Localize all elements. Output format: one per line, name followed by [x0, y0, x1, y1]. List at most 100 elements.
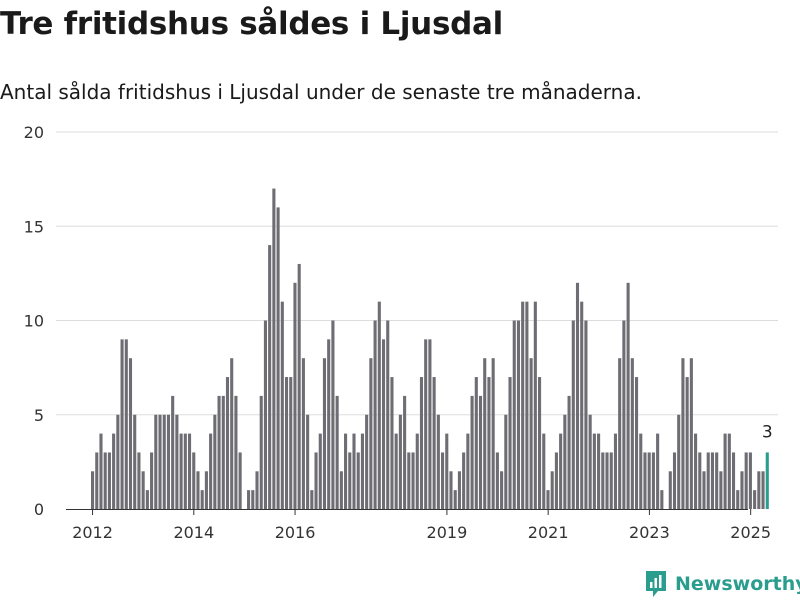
bar [618, 358, 622, 509]
bar [554, 452, 558, 509]
y-tick-label: 5 [34, 406, 44, 425]
bar [128, 358, 133, 509]
bar [601, 452, 605, 509]
bar [268, 245, 272, 509]
bar [99, 433, 103, 509]
bar [533, 301, 537, 509]
bar [736, 490, 740, 509]
bar [698, 452, 702, 509]
bar [715, 452, 719, 509]
bar [381, 339, 386, 509]
bar [478, 395, 483, 509]
bar [204, 471, 208, 509]
bar [238, 452, 242, 509]
bar [327, 339, 331, 509]
bar [483, 358, 487, 509]
bar [647, 452, 651, 509]
bar [453, 490, 457, 509]
bar [297, 263, 301, 509]
bar [331, 320, 335, 509]
bar [660, 490, 664, 509]
bar [495, 452, 499, 509]
bar [445, 433, 449, 509]
bar [318, 433, 322, 509]
bar [740, 471, 744, 509]
bar [280, 301, 284, 509]
bar [162, 414, 166, 509]
bar [154, 414, 158, 509]
bar [95, 452, 99, 509]
bar [356, 452, 360, 509]
bar [137, 452, 141, 509]
bar [158, 414, 162, 509]
bar [171, 395, 175, 509]
y-tick-label: 10 [24, 312, 44, 331]
bar [255, 471, 259, 509]
bar [622, 320, 626, 509]
x-tick-label: 2021 [528, 523, 569, 542]
bar [145, 490, 149, 509]
bar [407, 452, 411, 509]
x-tick-label: 2025 [730, 523, 771, 542]
bar [335, 395, 339, 509]
bar [192, 452, 196, 509]
bar [508, 377, 512, 509]
x-tick-label: 2023 [629, 523, 670, 542]
newsworthy-logo: Newsworthy [644, 569, 800, 599]
bar [613, 433, 618, 509]
bar [348, 452, 352, 509]
bar [234, 395, 238, 509]
bar [179, 433, 183, 509]
bar [428, 339, 432, 509]
bar [251, 490, 255, 509]
bar [120, 339, 124, 509]
bar [719, 471, 723, 509]
bar [462, 452, 466, 509]
bar [209, 433, 213, 509]
x-tick-label: 2012 [72, 523, 113, 542]
bar [487, 377, 491, 509]
bar [107, 452, 111, 509]
bar [263, 320, 267, 509]
bar [441, 452, 445, 509]
bar [542, 433, 546, 509]
bar [213, 414, 217, 509]
bar [116, 414, 120, 509]
bar [668, 471, 672, 509]
bar [529, 358, 533, 509]
bar [500, 471, 504, 509]
bar [373, 320, 377, 509]
bar [761, 471, 765, 509]
bar [103, 452, 107, 509]
bar [689, 358, 693, 509]
bar [685, 377, 689, 509]
bar [187, 433, 192, 509]
bar [571, 320, 575, 509]
bar [491, 358, 495, 509]
bar [436, 414, 440, 509]
bar [512, 320, 516, 509]
bar [225, 377, 230, 509]
chart-subtitle: Antal sålda fritidshus i Ljusdal under d… [0, 80, 642, 104]
bar [575, 282, 580, 509]
bar [757, 471, 761, 509]
bar [196, 471, 200, 509]
bar [200, 490, 204, 509]
bar [386, 320, 390, 509]
newsworthy-logo-icon [646, 571, 666, 597]
bar [352, 433, 356, 509]
bar [466, 433, 470, 509]
bar [677, 414, 681, 509]
bar [550, 471, 554, 509]
bar [567, 395, 571, 509]
bar [516, 320, 521, 509]
bar [694, 433, 698, 509]
bar [377, 301, 381, 509]
bar [449, 471, 453, 509]
bar [369, 358, 373, 509]
bar [230, 358, 234, 509]
bar [639, 433, 643, 509]
bar [474, 377, 478, 509]
bar [580, 301, 584, 509]
y-tick-label: 0 [34, 500, 44, 519]
